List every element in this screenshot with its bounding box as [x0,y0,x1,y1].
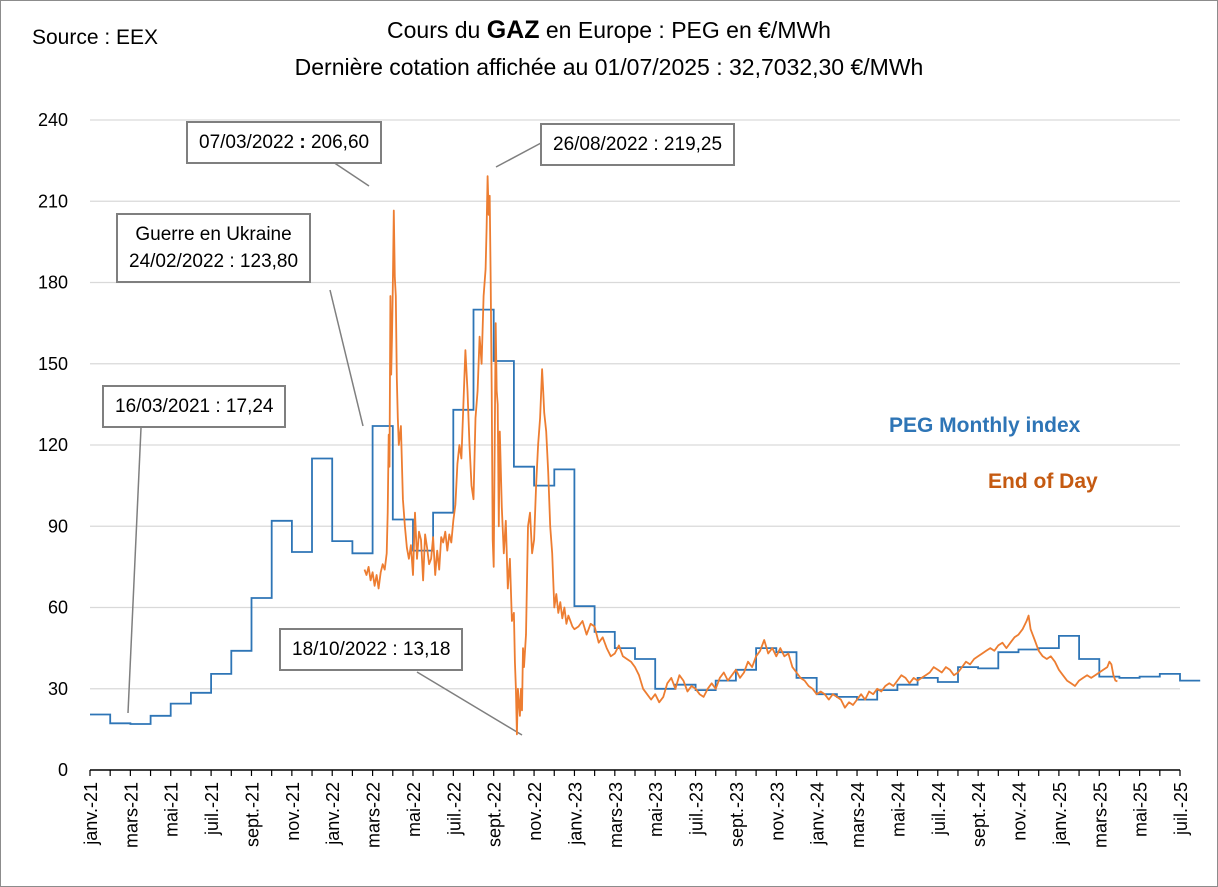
annotation-ukraine-war: Guerre en Ukraine 24/02/2022 : 123,80 [116,213,312,283]
x-tick-label-nov.-22: nov.-22 [525,782,545,841]
legend-end-of-day: End of Day [988,470,1098,493]
x-tick-label-mars-25: mars-25 [1090,782,1110,848]
x-tick-label-nov.-23: nov.-23 [767,782,787,841]
x-tick-label-mai-22: mai-22 [404,782,424,837]
x-tick-label-mai-21: mai-21 [162,782,182,837]
x-tick-label-janv.-25: janv.-25 [1050,782,1070,846]
x-tick-label-sept.-21: sept.-21 [242,782,262,847]
y-tick-label-180: 180 [38,273,68,293]
x-tick-label-nov.-24: nov.-24 [1010,782,1030,841]
annotation-07-03-2022: 07/03/2022 : 206,60 [186,121,383,164]
series-end-of-day [363,175,1118,736]
y-tick-label-30: 30 [48,679,68,699]
x-tick-label-mai-25: mai-25 [1131,782,1151,837]
chart-title-line1: Cours du GAZ en Europe : PEG en €/MWh [387,16,831,44]
x-tick-label-mars-23: mars-23 [606,782,626,848]
annotation-leader-4 [416,671,523,736]
annotation-leader-2 [329,159,370,187]
x-tick-label-mars-24: mars-24 [848,782,868,848]
x-tick-label-janv.-22: janv.-22 [323,782,343,846]
series-layer [90,175,1201,736]
x-axis-labels: janv.-21 mars-21 mai-21 juil.-21 sept.-21 nov… [81,782,1191,848]
x-tick-label-janv.-21: janv.-21 [81,782,101,846]
annotation-leader-lines [127,142,542,736]
x-tick-label-nov.-21: nov.-21 [283,782,303,841]
y-tick-label-0: 0 [58,760,68,780]
annotation-leader-3 [495,142,542,168]
y-tick-label-120: 120 [38,435,68,455]
x-tick-label-mars-22: mars-22 [364,782,384,848]
x-tick-label-sept.-24: sept.-24 [969,782,989,847]
source-label: Source : EEX [32,26,159,49]
y-tick-label-240: 240 [38,110,68,130]
y-tick-label-150: 150 [38,354,68,374]
x-tick-label-juil.-24: juil.-24 [929,782,949,836]
y-axis-labels: 0 30 60 90 120 150 180 210 240 [38,110,68,780]
x-tick-label-mai-23: mai-23 [646,782,666,837]
x-tick-label-sept.-22: sept.-22 [485,782,505,847]
annotation-18-10-2022: 18/10/2022 : 13,18 [279,628,464,671]
annotation-16-03-2021: 16/03/2021 : 17,24 [102,385,287,428]
x-tick-label-juil.-23: juil.-23 [687,782,707,836]
annotation-leader-1 [329,289,364,427]
chart-title-line2: Dernière cotation affichée au 01/07/2025… [294,54,924,80]
y-tick-label-60: 60 [48,598,68,618]
x-tick-label-juil.-22: juil.-22 [444,782,464,836]
y-tick-label-90: 90 [48,516,68,536]
legend-monthly-index: PEG Monthly index [889,414,1081,437]
x-tick-label-juil.-25: juil.-25 [1171,782,1191,836]
annotation-leader-0 [127,427,142,714]
x-tick-label-sept.-23: sept.-23 [727,782,747,847]
x-tick-label-janv.-23: janv.-23 [565,782,585,846]
x-tick-label-juil.-21: juil.-21 [202,782,222,836]
x-axis [89,769,1181,776]
annotation-26-08-2022: 26/08/2022 : 219,25 [540,123,736,166]
x-tick-label-mai-24: mai-24 [888,782,908,837]
x-tick-label-janv.-24: janv.-24 [808,782,828,846]
y-tick-label-210: 210 [38,191,68,211]
title-bold-gaz: GAZ [486,16,540,44]
x-tick-label-mars-21: mars-21 [121,782,141,848]
series-peg-monthly-index [90,308,1201,725]
